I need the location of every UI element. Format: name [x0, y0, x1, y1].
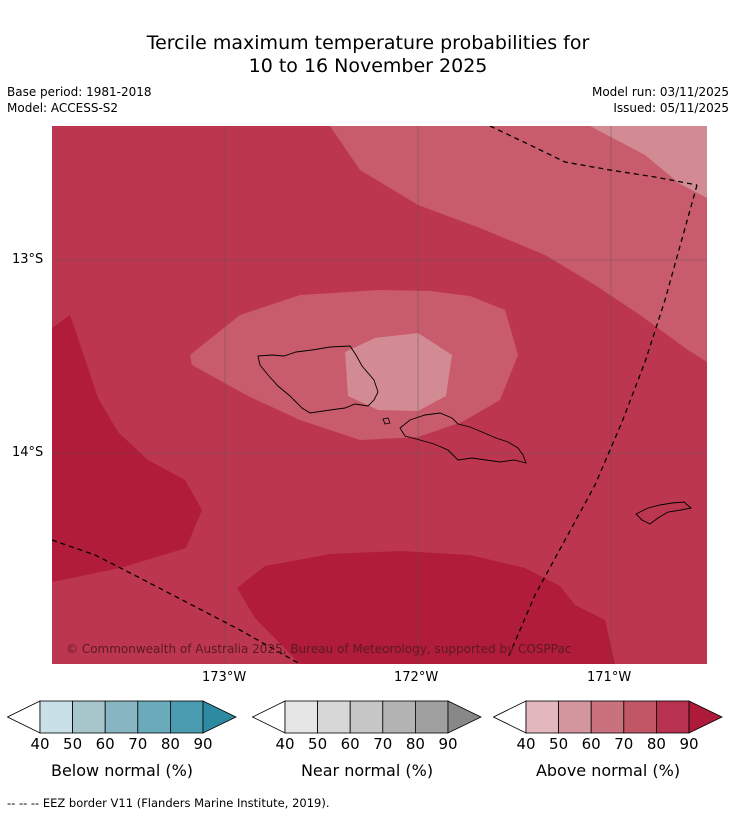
colorbar-tick-label: 70 — [128, 735, 148, 753]
colorbar-below-svg — [6, 700, 237, 734]
colorbar-box — [525, 700, 559, 734]
colorbar-tick-label: 50 — [63, 735, 83, 753]
colorbar-tick-label: 70 — [614, 735, 634, 753]
colorbar-box — [382, 700, 416, 734]
savaii-island-outline — [257, 345, 379, 414]
colorbar-over-triangle — [688, 700, 723, 734]
colorbar-box — [284, 700, 318, 734]
colorbar-tick-label: 60 — [581, 735, 601, 753]
colorbar-tick-label: 40 — [30, 735, 50, 753]
prob-region-60-northeast — [590, 126, 707, 198]
model-run: Model run: 03/11/2025 — [591, 85, 729, 99]
colorbar-near-svg — [251, 700, 482, 734]
base-period: Base period: 1981-2018 — [7, 85, 152, 99]
colorbar-near-label: Near normal (%) — [300, 761, 434, 780]
colorbar-tick-label: 80 — [646, 735, 666, 753]
title-line-1: Tercile maximum temperature probabilitie… — [146, 32, 590, 54]
colorbar-tick-label: 60 — [95, 735, 115, 753]
colorbar-tick-label: 60 — [340, 735, 360, 753]
colorbar-box — [590, 700, 625, 734]
colorbar-tick-label: 40 — [275, 735, 295, 753]
colorbar-near — [251, 700, 482, 738]
map-panel: © Commonwealth of Australia 2025, Bureau… — [52, 126, 707, 664]
colorbar-tick-label: 70 — [373, 735, 393, 753]
colorbar-under-triangle — [492, 700, 527, 734]
colorbar-above — [492, 700, 723, 738]
colorbar-tick-label: 90 — [193, 735, 213, 753]
colorbar-tick-label: 50 — [308, 735, 328, 753]
lat-tick-13s: 13°S — [12, 252, 44, 267]
prob-region-90-west — [52, 315, 202, 582]
colorbar-box — [317, 700, 351, 734]
lon-tick-173w: 173°W — [202, 670, 247, 685]
prob-region-70-northeast — [330, 126, 707, 362]
model-name: Model: ACCESS-S2 — [7, 101, 119, 115]
colorbar-box — [414, 700, 449, 734]
colorbar-above-label: Above normal (%) — [535, 761, 681, 780]
title-line-2: 10 to 16 November 2025 — [248, 55, 488, 77]
colorbar-tick-label: 90 — [679, 735, 699, 753]
colorbar-box — [72, 700, 106, 734]
colorbar-box — [137, 700, 171, 734]
prob-region-60-center — [345, 333, 452, 411]
colorbar-above-svg — [492, 700, 723, 734]
colorbar-tick-label: 90 — [438, 735, 458, 753]
colorbar-over-triangle — [447, 700, 482, 734]
colorbar-tick-label: 80 — [405, 735, 425, 753]
eez-border-southwest — [52, 539, 301, 664]
eez-legend-note: -- -- -- EEZ border V11 (Flanders Marine… — [7, 796, 330, 810]
issued-date: Issued: 05/11/2025 — [613, 101, 729, 115]
colorbar-below — [6, 700, 237, 738]
colorbar-under-triangle — [6, 700, 41, 734]
colorbar-over-triangle — [202, 700, 237, 734]
colorbar-box — [655, 700, 690, 734]
colorbar-tick-label: 80 — [160, 735, 180, 753]
upolu-island-outline — [399, 412, 527, 464]
copyright-notice: © Commonwealth of Australia 2025, Bureau… — [66, 642, 571, 656]
eez-border-north — [489, 126, 698, 186]
tutuila-island-outline — [635, 501, 692, 525]
lat-tick-14s: 14°S — [12, 445, 44, 460]
colorbar-box — [349, 700, 384, 734]
colorbar-below-label: Below normal (%) — [50, 761, 194, 780]
colorbar-box — [104, 700, 139, 734]
graticule — [52, 126, 707, 664]
lon-tick-171w: 171°W — [587, 670, 632, 685]
lon-tick-172w: 172°W — [394, 670, 439, 685]
prob-region-90-south — [237, 551, 615, 664]
eez-border-east — [507, 184, 698, 659]
colorbar-tick-label: 40 — [516, 735, 536, 753]
colorbar-box — [558, 700, 592, 734]
colorbar-box — [169, 700, 204, 734]
apolima-island-outline — [382, 417, 391, 425]
colorbar-box — [39, 700, 73, 734]
colorbar-under-triangle — [251, 700, 286, 734]
colorbar-tick-label: 50 — [549, 735, 569, 753]
colorbar-box — [623, 700, 657, 734]
map-svg: © Commonwealth of Australia 2025, Bureau… — [52, 126, 707, 664]
